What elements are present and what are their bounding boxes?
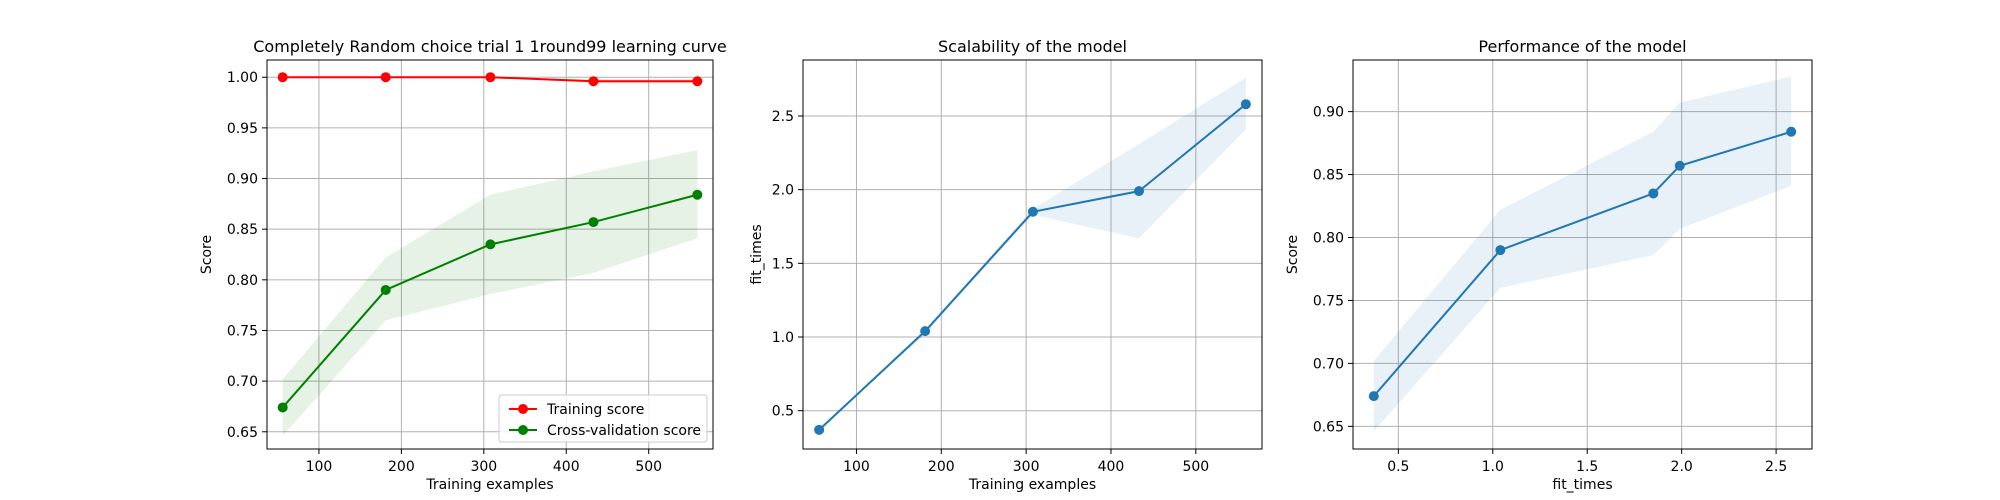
y-tick-label: 1.0	[772, 330, 794, 346]
legend-label: Cross-validation score	[547, 423, 701, 439]
y-tick-label: 2.5	[772, 109, 794, 125]
data-point	[1368, 391, 1379, 402]
data-point	[1240, 99, 1251, 110]
x-axis-label: fit_times	[1552, 477, 1612, 493]
y-tick-label: 0.75	[227, 323, 258, 339]
y-tick-label: 0.65	[1313, 419, 1344, 435]
x-tick-label: 200	[388, 459, 415, 475]
x-axis-label: Training examples	[425, 477, 553, 493]
data-point	[588, 217, 599, 228]
x-tick-label: 100	[843, 459, 870, 475]
y-tick-label: 0.70	[1313, 356, 1344, 372]
data-point	[1648, 188, 1659, 199]
data-point	[692, 76, 703, 87]
data-point	[814, 424, 825, 435]
y-tick-label: 1.00	[227, 70, 258, 86]
data-point	[588, 76, 599, 87]
plot-frame	[802, 59, 1263, 450]
x-tick-label: 200	[928, 459, 955, 475]
y-tick-label: 0.65	[227, 425, 258, 441]
confidence-band	[819, 77, 1246, 430]
x-tick-label: 0.5	[1387, 459, 1409, 475]
x-axis-label: Training examples	[968, 477, 1096, 493]
data-point	[380, 284, 391, 295]
plot-frame	[266, 59, 714, 450]
legend: Training score Cross-validation score	[498, 394, 708, 443]
y-tick-label: 0.70	[227, 374, 258, 390]
data-point	[485, 72, 496, 83]
data-point	[277, 72, 288, 83]
y-tick-label: 0.95	[227, 121, 258, 137]
data-point	[1786, 126, 1797, 137]
data-point	[1027, 206, 1038, 217]
legend-entry-training: Training score	[509, 402, 644, 418]
y-tick-label: 0.85	[227, 222, 258, 238]
confidence-band	[1373, 76, 1792, 432]
y-tick-label: 0.90	[1313, 105, 1344, 121]
x-tick-label: 1.0	[1482, 459, 1504, 475]
y-tick-label: 0.80	[227, 273, 258, 289]
x-tick-label: 2.5	[1765, 459, 1787, 475]
data-point	[277, 402, 288, 413]
chart-title: Completely Random choice trial 1 1round9…	[253, 37, 727, 56]
x-tick-label: 400	[553, 459, 580, 475]
chart-panel-performance: 0.5 1.0 1.5 2.0 2.5 0.65 0.70 0.75 0.80 0.85 0.90 P…	[1285, 37, 1813, 493]
y-tick-label: 2.0	[772, 183, 794, 199]
y-axis-label: fit_times	[749, 224, 765, 284]
x-tick-label: 300	[470, 459, 497, 475]
y-tick-label: 0.85	[1313, 168, 1344, 184]
chart-title: Performance of the model	[1478, 37, 1686, 56]
x-tick-label: 2.0	[1671, 459, 1693, 475]
data-point	[1674, 160, 1685, 171]
data-point	[380, 72, 391, 83]
data-point	[485, 239, 496, 250]
data-point	[692, 189, 703, 200]
y-axis-label: Score	[1285, 235, 1301, 274]
x-tick-label: 400	[1098, 459, 1125, 475]
chart-panel-scalability: 100 200 300 400 500 0.5 1.0 1.5 2.0 2.5 Scalabilit…	[749, 37, 1263, 493]
data-point	[1495, 245, 1506, 256]
chart-panel-learning-curve: 100 200 300 400 500 0.65 0.70 0.75 0.80 0.85 0.90 0…	[199, 37, 727, 493]
legend-label: Training score	[546, 402, 644, 418]
x-tick-label: 100	[306, 459, 333, 475]
legend-marker	[518, 404, 528, 414]
data-point	[920, 326, 931, 337]
y-axis-label: Score	[199, 235, 215, 274]
x-tick-label: 500	[635, 459, 662, 475]
x-tick-label: 500	[1182, 459, 1209, 475]
x-tick-label: 1.5	[1576, 459, 1598, 475]
y-tick-label: 1.5	[772, 256, 794, 272]
legend-marker	[518, 425, 528, 435]
x-tick-label: 300	[1013, 459, 1040, 475]
plot-frame	[1352, 59, 1813, 450]
y-tick-label: 0.75	[1313, 293, 1344, 309]
y-tick-label: 0.90	[227, 172, 258, 188]
chart-title: Scalability of the model	[938, 37, 1127, 56]
legend-box	[498, 394, 708, 443]
data-point	[1133, 186, 1144, 197]
legend-entry-cross-validation: Cross-validation score	[509, 423, 701, 439]
y-tick-label: 0.80	[1313, 231, 1344, 247]
y-tick-label: 0.5	[772, 404, 794, 420]
